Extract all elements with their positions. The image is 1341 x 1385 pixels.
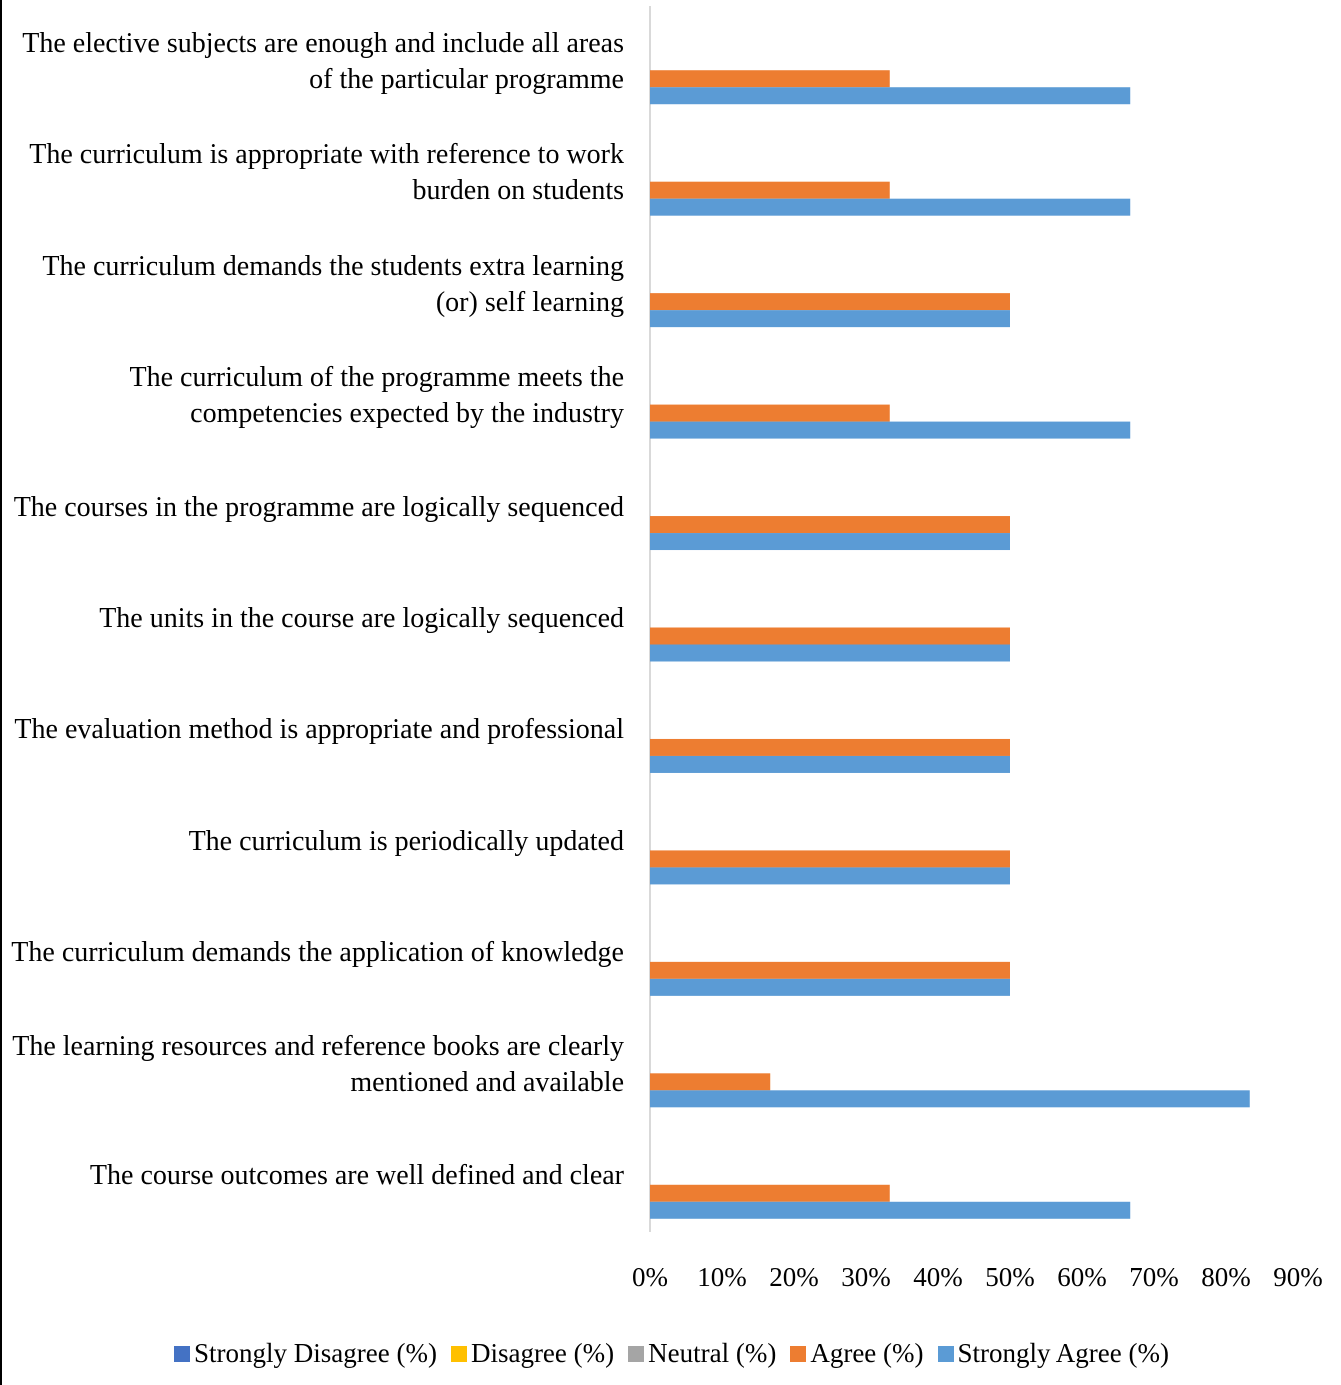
x-tick-label: 60%: [1057, 1262, 1107, 1292]
bar: [650, 1184, 890, 1202]
bar: [650, 181, 890, 199]
x-tick-label: 30%: [841, 1262, 891, 1292]
bar: [650, 627, 1010, 645]
bar: [650, 293, 1010, 311]
legend-swatch: [174, 1345, 191, 1362]
x-tick-label: 70%: [1129, 1262, 1179, 1292]
bar: [650, 978, 1010, 996]
category-label: The curriculum is appropriate with refer…: [29, 139, 624, 207]
bar: [650, 198, 1131, 216]
bar: [650, 533, 1010, 551]
category-label: The units in the course are logically se…: [99, 603, 624, 634]
legend-swatch: [937, 1345, 954, 1362]
x-tick-label: 40%: [913, 1262, 963, 1292]
bar: [650, 516, 1010, 534]
bar: [650, 738, 1010, 756]
legend-label: Neutral (%): [648, 1338, 777, 1368]
legend-label: Strongly Disagree (%): [194, 1338, 437, 1368]
category-label: The elective subjects are enough and inc…: [22, 27, 624, 95]
x-tick-label: 20%: [769, 1262, 819, 1292]
bar: [650, 421, 1131, 439]
x-tick-label: 10%: [697, 1262, 747, 1292]
category-label: The courses in the programme are logical…: [13, 491, 624, 523]
bar: [650, 70, 890, 88]
bar: [650, 1073, 771, 1091]
category-label: The learning resources and reference boo…: [12, 1030, 624, 1098]
legend-swatch: [628, 1345, 645, 1362]
legend-label: Strongly Agree (%): [957, 1338, 1169, 1368]
x-tick-label: 90%: [1273, 1262, 1323, 1292]
bar: [650, 87, 1131, 105]
bar: [650, 404, 890, 422]
category-label: The curriculum demands the students extr…: [42, 250, 624, 318]
bar: [650, 1201, 1131, 1219]
legend-item: Strongly Agree (%): [937, 1338, 1169, 1369]
bar: [650, 310, 1010, 328]
legend-item: Neutral (%): [628, 1338, 776, 1369]
bar: [650, 850, 1010, 868]
legend: Strongly Disagree (%) Disagree (%) Neutral…: [2, 1338, 1341, 1369]
legend-item: Strongly Disagree (%): [174, 1338, 437, 1369]
x-tick-label: 80%: [1201, 1262, 1251, 1292]
category-label: The curriculum of the programme meets th…: [129, 362, 624, 430]
category-label: The curriculum demands the application o…: [11, 937, 624, 969]
legend-swatch: [790, 1345, 807, 1362]
bar: [650, 755, 1010, 773]
legend-swatch: [450, 1345, 467, 1362]
category-label: The evaluation method is appropriate and…: [14, 714, 624, 746]
bar: [650, 867, 1010, 885]
x-tick-label: 0%: [632, 1262, 668, 1292]
category-label: The course outcomes are well defined and…: [89, 1160, 624, 1192]
bar: [650, 644, 1010, 662]
category-label: The curriculum is periodically updated: [188, 825, 624, 857]
legend-label: Agree (%): [810, 1338, 924, 1368]
legend-label: Disagree (%): [470, 1338, 615, 1368]
legend-item: Agree (%): [790, 1338, 924, 1369]
bar: [650, 961, 1010, 979]
x-tick-label: 50%: [985, 1262, 1035, 1292]
bar: [650, 1090, 1250, 1108]
legend-item: Disagree (%): [450, 1338, 615, 1369]
